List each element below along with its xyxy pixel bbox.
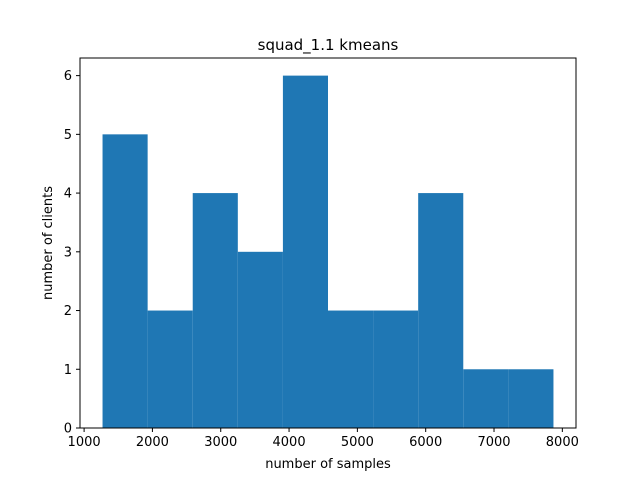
y-tick-label-2: 2: [64, 304, 72, 319]
x-tick-label-3: 4000: [273, 435, 306, 450]
x-tick-label-0: 1000: [68, 435, 101, 450]
x-tick-label-7: 8000: [546, 435, 579, 450]
y-tick-label-0: 0: [64, 422, 72, 437]
chart-title: squad_1.1 kmeans: [258, 36, 399, 55]
y-tick-label-3: 3: [64, 245, 72, 260]
histogram-bar-5: [328, 310, 374, 428]
histogram-bar-9: [508, 369, 554, 428]
histogram-bar-4: [282, 75, 328, 428]
x-tick-label-5: 6000: [409, 435, 442, 450]
y-tick-label-1: 1: [64, 363, 72, 378]
histogram-bar-1: [147, 310, 193, 428]
histogram-bar-8: [463, 369, 509, 428]
histogram-bar-0: [102, 134, 148, 428]
x-tick-label-1: 2000: [136, 435, 169, 450]
plot-frame: [79, 57, 577, 429]
y-tick-label-4: 4: [64, 187, 72, 202]
histogram-bar-6: [373, 310, 419, 428]
y-axis-ticks: 0 1 2 3 4 5 6: [64, 69, 80, 437]
y-tick-label-5: 5: [64, 128, 72, 143]
bars-group: [102, 75, 554, 428]
x-axis-ticks: 1000 2000 3000 4000 5000 6000 7000 8000: [68, 428, 579, 450]
histogram-bar-3: [237, 251, 283, 428]
x-tick-label-6: 7000: [477, 435, 510, 450]
x-tick-label-4: 5000: [341, 435, 374, 450]
histogram-bar-2: [192, 193, 238, 428]
x-tick-label-2: 3000: [204, 435, 237, 450]
y-tick-label-6: 6: [64, 69, 72, 84]
histogram-bar-7: [418, 193, 464, 428]
x-axis-label: number of samples: [265, 457, 391, 472]
y-axis-label: number of clients: [41, 186, 56, 300]
